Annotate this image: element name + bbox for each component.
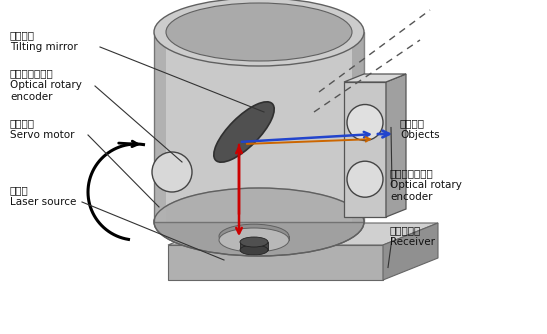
Ellipse shape [219, 224, 289, 248]
Ellipse shape [240, 245, 268, 255]
Ellipse shape [214, 102, 274, 162]
Polygon shape [344, 82, 386, 217]
Text: 光学旋转编码器: 光学旋转编码器 [390, 168, 434, 178]
Text: encoder: encoder [390, 192, 433, 202]
Polygon shape [344, 74, 406, 82]
Text: 目标物体: 目标物体 [400, 118, 425, 128]
Text: Objects: Objects [400, 130, 440, 140]
Ellipse shape [154, 188, 364, 256]
Ellipse shape [219, 228, 289, 252]
Text: Tilting mirror: Tilting mirror [10, 42, 78, 52]
Circle shape [347, 161, 383, 197]
Text: encoder: encoder [10, 92, 53, 102]
Text: 伺服马达: 伺服马达 [10, 118, 35, 128]
Text: Receiver: Receiver [390, 237, 435, 247]
Text: 倾斜镜子: 倾斜镜子 [10, 30, 35, 40]
Text: 光学旋转编码器: 光学旋转编码器 [10, 68, 54, 78]
Polygon shape [240, 242, 268, 250]
Text: Optical rotary: Optical rotary [10, 80, 82, 90]
Text: Optical rotary: Optical rotary [390, 180, 462, 190]
Ellipse shape [240, 237, 268, 247]
Circle shape [152, 152, 192, 192]
Polygon shape [168, 245, 383, 280]
Polygon shape [386, 74, 406, 217]
Text: Servo motor: Servo motor [10, 130, 74, 140]
Ellipse shape [154, 0, 364, 66]
Circle shape [347, 105, 383, 141]
Polygon shape [219, 236, 289, 240]
Polygon shape [168, 223, 438, 245]
Polygon shape [235, 214, 307, 223]
Polygon shape [154, 32, 166, 222]
Polygon shape [352, 32, 364, 222]
Text: 激光接收器: 激光接收器 [390, 225, 421, 235]
Ellipse shape [166, 3, 352, 61]
Polygon shape [154, 32, 364, 222]
Text: Laser source: Laser source [10, 197, 77, 207]
Polygon shape [383, 223, 438, 280]
Text: 激光源: 激光源 [10, 185, 29, 195]
